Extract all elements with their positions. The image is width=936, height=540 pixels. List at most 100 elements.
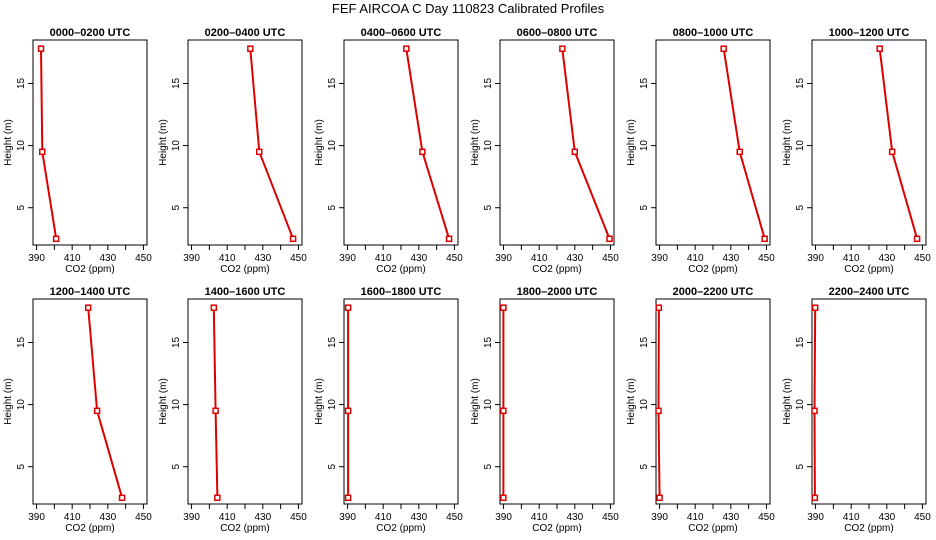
y-axis-label: Height (m)	[782, 119, 793, 166]
x-tick-label: 450	[446, 512, 463, 523]
x-axis-label: CO2 (ppm)	[844, 523, 893, 534]
data-point	[247, 45, 254, 52]
panel-grid: 0000–0200 UTC 390 410 430 450 5 10 15 CO2 (ppm) H…	[3, 27, 931, 534]
profile-line	[561, 48, 611, 240]
y-tick-label: 10	[795, 399, 806, 411]
x-axis-label: CO2 (ppm)	[688, 264, 737, 275]
panel: 2200–2400 UTC 390 410 430 450 5 10 15 CO2 (ppm) H…	[782, 286, 931, 534]
y-tick-label: 5	[16, 464, 27, 470]
profile-line	[249, 48, 295, 240]
panel-title: 0800–1000 UTC	[673, 27, 754, 39]
data-point	[344, 304, 352, 311]
plot-frame	[811, 298, 927, 505]
x-tick-label: 430	[722, 253, 739, 264]
profile-line	[405, 48, 451, 240]
y-tick-label: 5	[327, 464, 338, 470]
x-axis-label: CO2 (ppm)	[532, 264, 581, 275]
panel: 0800–1000 UTC 390 410 430 450 5 10 15 CO2 (ppm) H…	[626, 27, 775, 275]
panel: 1400–1600 UTC 390 410 430 450 5 10 15 CO2 (ppm) H…	[158, 286, 307, 534]
data-point	[93, 407, 101, 415]
x-tick-label: 450	[914, 253, 931, 264]
y-tick-label: 10	[483, 140, 494, 152]
y-tick-label: 5	[795, 464, 806, 470]
y-tick-label: 15	[483, 336, 494, 348]
x-axis-label: CO2 (ppm)	[65, 523, 114, 534]
y-axis-label: Height (m)	[626, 378, 637, 425]
data-point	[656, 494, 663, 502]
y-tick-label: 15	[171, 336, 182, 348]
panel: 2000–2200 UTC 390 410 430 450 5 10 15 CO2 (ppm) H…	[626, 286, 775, 534]
plot-frame	[187, 298, 303, 505]
x-axis-label: CO2 (ppm)	[376, 523, 425, 534]
y-axis-label: Height (m)	[314, 378, 325, 425]
panel: 1800–2000 UTC 390 410 430 450 5 10 15 CO2 (ppm) H…	[470, 286, 619, 534]
y-tick-label: 5	[327, 205, 338, 211]
profile-line	[878, 48, 919, 240]
x-tick-label: 410	[64, 512, 81, 523]
panel: 0200–0400 UTC 390 410 430 450 5 10 15 CO2 (ppm) H…	[158, 27, 307, 275]
x-tick-label: 450	[135, 253, 152, 264]
plot-frame	[32, 39, 148, 246]
x-tick-label: 430	[99, 253, 116, 264]
y-tick-label: 10	[795, 140, 806, 152]
panel-title: 0400–0600 UTC	[361, 27, 442, 39]
data-point	[811, 407, 818, 415]
data-point	[256, 148, 263, 156]
y-tick-label: 10	[16, 399, 27, 411]
x-tick-label: 390	[495, 512, 512, 523]
x-axis-label: CO2 (ppm)	[220, 264, 269, 275]
y-tick-label: 5	[639, 205, 650, 211]
data-point	[811, 304, 819, 311]
panel-title: 2000–2200 UTC	[673, 286, 754, 298]
data-point	[500, 407, 507, 415]
plot-frame	[187, 39, 303, 246]
y-tick-label: 15	[795, 77, 806, 89]
plot-frame	[343, 298, 459, 505]
data-point	[403, 45, 410, 52]
data-point	[84, 304, 92, 311]
x-tick-label: 390	[651, 253, 668, 264]
x-tick-label: 430	[878, 512, 895, 523]
data-point	[736, 148, 743, 156]
data-point	[212, 407, 219, 415]
x-tick-label: 390	[183, 253, 200, 264]
x-tick-label: 410	[219, 512, 236, 523]
x-tick-label: 410	[531, 512, 548, 523]
y-tick-label: 10	[327, 399, 338, 411]
y-tick-label: 15	[171, 77, 182, 89]
x-tick-label: 430	[254, 512, 271, 523]
y-tick-label: 15	[795, 336, 806, 348]
x-tick-label: 430	[99, 512, 116, 523]
y-tick-label: 15	[16, 336, 27, 348]
profile-line	[657, 307, 661, 498]
plot-frame	[655, 298, 771, 505]
data-point	[888, 148, 896, 156]
panel: 1000–1200 UTC 390 410 430 450 5 10 15 CO2 (ppm) H…	[782, 27, 931, 275]
y-axis-label: Height (m)	[626, 119, 637, 166]
y-tick-label: 15	[16, 77, 27, 89]
x-tick-label: 410	[375, 512, 392, 523]
data-point	[210, 304, 218, 311]
x-tick-label: 450	[446, 253, 463, 264]
panel-title: 1600–1800 UTC	[361, 286, 442, 298]
x-tick-label: 390	[339, 253, 356, 264]
data-point	[500, 494, 507, 502]
profile-line	[813, 307, 817, 498]
data-point	[655, 304, 663, 311]
x-tick-label: 450	[290, 512, 307, 523]
x-tick-label: 390	[495, 253, 512, 264]
data-point	[37, 45, 45, 52]
panel-title: 0600–0800 UTC	[517, 27, 598, 39]
x-tick-label: 390	[339, 512, 356, 523]
data-point	[289, 235, 297, 243]
y-tick-label: 15	[639, 77, 650, 89]
x-tick-label: 390	[807, 512, 824, 523]
y-tick-label: 10	[171, 399, 182, 411]
y-tick-label: 5	[171, 205, 182, 211]
plot-frame	[499, 39, 615, 246]
y-tick-label: 10	[483, 399, 494, 411]
y-axis-label: Height (m)	[158, 119, 169, 166]
y-tick-label: 10	[639, 399, 650, 411]
y-axis-label: Height (m)	[314, 119, 325, 166]
